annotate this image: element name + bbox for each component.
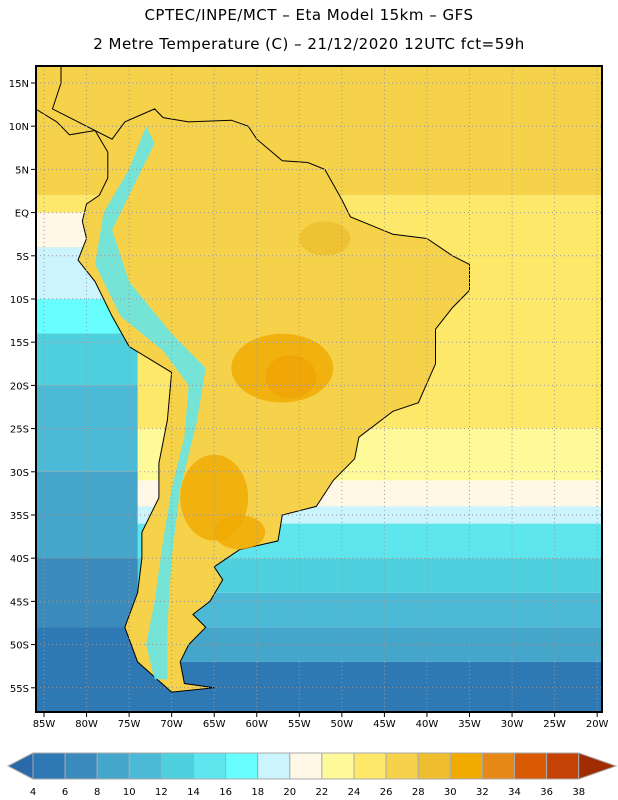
colorbar-swatch	[64, 752, 98, 780]
colorbar-label: 24	[348, 787, 361, 798]
lat-label: 40S	[10, 554, 29, 565]
colorbar-swatch	[514, 752, 548, 780]
lat-label: 35S	[10, 511, 29, 522]
lat-label: 15S	[10, 338, 29, 349]
lon-label: 35W	[458, 719, 481, 730]
pacific-temperature-band	[36, 333, 138, 386]
colorbar-swatch	[481, 752, 515, 780]
colorbar-swatch	[225, 752, 259, 780]
colorbar-swatch	[449, 752, 483, 780]
colorbar-label: 10	[123, 787, 136, 798]
colorbar-label: 12	[155, 787, 168, 798]
colorbar-swatch	[321, 752, 355, 780]
warm-spot	[299, 221, 351, 256]
lon-label: 25W	[543, 719, 566, 730]
colorbar: 4 6 8 10 12 14 16 18 20 22 24 26 28 30 32 34 36 38	[6, 752, 618, 798]
colorbar-label: 26	[380, 787, 393, 798]
lat-label: 50S	[10, 641, 29, 652]
lon-label: 50W	[331, 719, 354, 730]
colorbar-swatch	[193, 752, 227, 780]
warm-spot	[214, 515, 266, 550]
lon-label: 80W	[75, 719, 98, 730]
lon-label: 60W	[245, 719, 268, 730]
colorbar-swatch	[546, 752, 580, 780]
lon-label: 55W	[288, 719, 311, 730]
colorbar-label: 6	[62, 787, 68, 798]
colorbar-label: 34	[508, 787, 521, 798]
colorbar-label: 36	[540, 787, 553, 798]
pacific-temperature-band	[36, 627, 138, 712]
lat-label: 5N	[15, 165, 29, 176]
colorbar-swatch	[128, 752, 162, 780]
latitude-labels: 15N 10N 5N EQ 5S 10S 15S 20S 25S 30S 35S 40S 45S 50S 5…	[9, 79, 36, 695]
colorbar-label: 18	[251, 787, 264, 798]
colorbar-swatch	[289, 752, 323, 780]
colorbar-label: 8	[94, 787, 100, 798]
lat-label: 10N	[9, 122, 29, 133]
colorbar-swatch	[160, 752, 194, 780]
longitude-labels: 85W 80W 75W 70W 65W 60W 55W 50W 45W 40W 35W 30W 25W 2…	[33, 712, 609, 730]
colorbar-swatch	[257, 752, 291, 780]
lon-label: 65W	[203, 719, 226, 730]
colorbar-label: 38	[572, 787, 585, 798]
temperature-field	[36, 66, 602, 712]
lat-label: 45S	[10, 597, 29, 608]
lat-label: 15N	[9, 79, 29, 90]
colorbar-swatch	[417, 752, 451, 780]
lat-label: 5S	[16, 252, 29, 263]
map-frame	[35, 65, 603, 713]
lat-label: 25S	[10, 425, 29, 436]
lon-label: 85W	[33, 719, 56, 730]
colorbar-label: 30	[444, 787, 457, 798]
lat-label: EQ	[15, 209, 29, 220]
map-subtitle: 2 Metre Temperature (C) – 21/12/2020 12U…	[93, 35, 525, 53]
colorbar-label: 32	[476, 787, 489, 798]
colorbar-label: 22	[316, 787, 329, 798]
colorbar-swatch	[32, 752, 66, 780]
lon-label: 75W	[118, 719, 141, 730]
pacific-temperature-band	[36, 558, 138, 628]
colorbar-label: 14	[187, 787, 200, 798]
lon-label: 70W	[160, 719, 183, 730]
colorbar-label: 4	[30, 787, 36, 798]
colorbar-min-arrow	[6, 752, 34, 780]
lon-label: 30W	[501, 719, 524, 730]
map-title: CPTEC/INPE/MCT – Eta Model 15km – GFS	[144, 6, 474, 24]
colorbar-swatch	[353, 752, 387, 780]
colorbar-label: 16	[219, 787, 232, 798]
andes-cold-region	[95, 126, 206, 680]
colorbar-swatch	[385, 752, 419, 780]
lat-label: 10S	[10, 295, 29, 306]
lon-label: 45W	[373, 719, 396, 730]
colorbar-max-arrow	[578, 752, 618, 780]
lon-label: 40W	[416, 719, 439, 730]
lat-label: 55S	[10, 684, 29, 695]
colorbar-label: 28	[412, 787, 425, 798]
lat-label: 30S	[10, 468, 29, 479]
warm-spot	[231, 333, 334, 403]
lon-label: 20W	[586, 719, 609, 730]
colorbar-label: 20	[283, 787, 296, 798]
colorbar-swatch	[96, 752, 130, 780]
lat-label: 20S	[10, 381, 29, 392]
